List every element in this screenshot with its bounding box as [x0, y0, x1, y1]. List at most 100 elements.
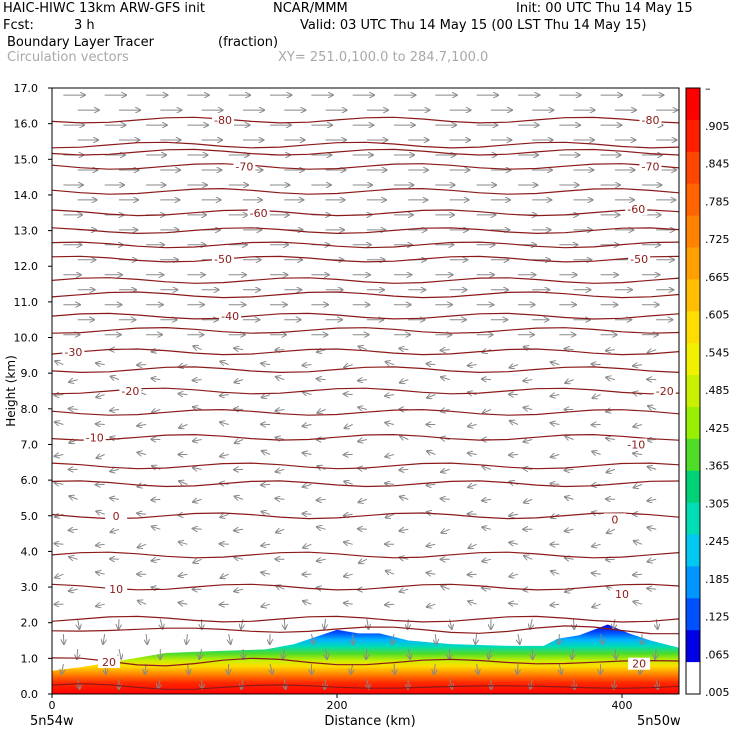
contour-line: [52, 209, 679, 217]
contour-label-bg: [603, 513, 626, 526]
vector-arrow: [276, 438, 285, 440]
x-end-label-right: 5n50w: [637, 714, 681, 729]
contour-label-bg: [105, 582, 128, 595]
y-tick-label: 10.0: [14, 332, 39, 345]
vector-arrow: [400, 589, 409, 592]
colorbar-label: .725: [705, 233, 730, 246]
y-tick-label: 5.0: [21, 510, 39, 523]
vector-arrow: [648, 406, 657, 410]
colorbar-swatch: [686, 375, 700, 408]
colorbar-swatch: [686, 566, 700, 599]
colorbar-swatch: [686, 119, 700, 153]
vector-arrow: [311, 633, 314, 644]
vector-arrow: [477, 664, 479, 674]
vector-arrow: [601, 633, 603, 644]
vector-arrow: [69, 529, 78, 530]
vector-arrow: [633, 453, 643, 454]
vector-arrow: [482, 527, 492, 529]
vector-arrow: [78, 619, 80, 629]
contour-label: -40: [221, 310, 239, 323]
vector-arrow: [137, 452, 147, 454]
y-tick-label: 9.0: [21, 367, 39, 380]
vector-arrow: [524, 408, 533, 410]
colorbar-swatch: [686, 502, 700, 536]
vector-arrow: [55, 483, 64, 485]
colorbar-label: .185: [705, 573, 730, 586]
vector-arrow: [565, 349, 574, 350]
colorbar-swatch: [686, 343, 700, 376]
vector-arrow: [229, 634, 231, 644]
vector-arrow: [193, 380, 202, 381]
vector-arrow: [559, 663, 561, 674]
colorbar-label: .005: [705, 686, 730, 699]
vector-arrow: [262, 512, 271, 515]
contour-line: [52, 227, 679, 235]
vector-arrow: [151, 559, 161, 561]
field-units: (fraction): [218, 35, 279, 50]
vector-arrow: [606, 350, 615, 351]
y-axis: 0.0 1.0 2.0 3.0 4.0 5.0 6.0 7.0 8.0 9.0 10.0 11.0 12…: [14, 82, 52, 701]
vector-arrow: [399, 348, 409, 349]
vector-arrow: [221, 574, 229, 578]
vector-arrow: [193, 346, 202, 350]
vector-arrow: [55, 422, 64, 425]
contour-line: [52, 583, 679, 591]
vector-arrow: [137, 365, 147, 366]
contour-line: [52, 625, 679, 635]
colorbar-label: .785: [705, 195, 730, 208]
vector-arrow: [469, 544, 477, 548]
vector-arrow: [427, 604, 436, 607]
vector-arrow: [385, 604, 395, 605]
contour-label-bg: [639, 114, 662, 127]
colorbar-swatch: [686, 215, 700, 248]
fcst-label: Fcst:: [3, 18, 34, 33]
vector-arrow: [111, 376, 120, 379]
y-tick-label: 3.0: [21, 581, 39, 594]
vector-arrow: [468, 574, 477, 575]
vector-arrow: [302, 514, 312, 515]
contour-label-bg: [247, 206, 270, 219]
contour-line: [52, 657, 679, 667]
contour-label: -70: [235, 160, 253, 173]
vector-arrow: [427, 573, 436, 575]
vector-arrow: [441, 499, 450, 500]
vector-arrow: [358, 380, 367, 381]
vector-arrow: [178, 394, 188, 395]
vector-arrow: [468, 365, 477, 366]
vector-arrow: [241, 678, 243, 689]
x-axis: 0 200 400: [49, 694, 633, 712]
contour-line: [52, 241, 679, 249]
vector-arrow: [234, 589, 244, 591]
contour-line: [52, 366, 679, 374]
vector-arrow: [220, 361, 229, 364]
vector-arrow: [634, 541, 643, 545]
vector-arrow: [441, 529, 450, 533]
contour-label-bg: [105, 509, 128, 522]
vector-arrow: [234, 380, 244, 383]
vector-arrow: [358, 529, 367, 530]
org-label: NCAR/MMM: [273, 1, 348, 16]
contour-line: [52, 433, 679, 441]
x-axis-label: Distance (km): [324, 714, 415, 729]
contour-line: [52, 187, 679, 195]
vector-arrow: [261, 572, 271, 574]
vector-arrow: [77, 649, 78, 659]
vector-arrow: [489, 648, 491, 659]
x-tick-label: 0: [49, 699, 56, 712]
contour-label: 10: [615, 588, 629, 601]
colorbar-label: .065: [705, 648, 730, 661]
vector-arrow: [427, 544, 436, 546]
vector-arrow: [524, 499, 533, 502]
contour-line: [52, 277, 679, 284]
vector-arrow: [303, 453, 312, 455]
colorbar-swatch: [686, 406, 700, 440]
contour-line: [52, 326, 679, 334]
colorbar-swatch: [686, 630, 700, 663]
vector-arrow: [193, 499, 202, 502]
vector-arrow: [367, 678, 369, 689]
colorbar-swatch: [686, 598, 700, 631]
vector-arrow: [613, 619, 615, 629]
colorbar-swatch: [686, 470, 700, 504]
vector-arrow: [152, 466, 161, 470]
vector-arrow: [303, 544, 312, 548]
